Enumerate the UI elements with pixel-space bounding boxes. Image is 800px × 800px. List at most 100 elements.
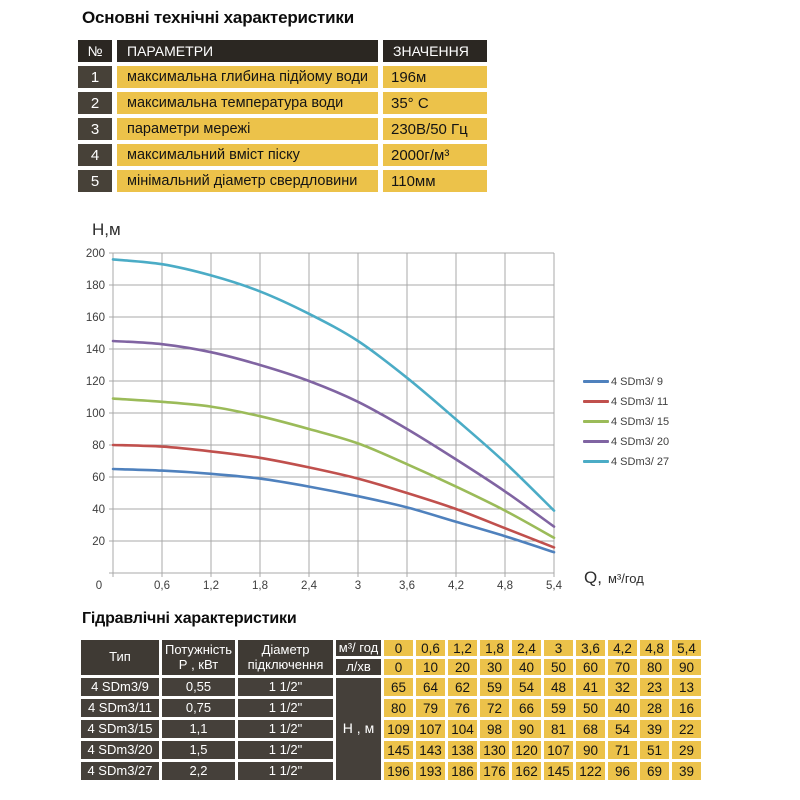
t2-head-value-tile: 79 [416,699,445,717]
t2-head-value-tile: 186 [448,762,477,780]
t2-head-value-tile: 90 [576,741,605,759]
legend-color-line [583,460,609,463]
t2-head-value-tile: 68 [576,720,605,738]
x-tick-label: 4,8 [497,580,513,592]
y-tick-label: 140 [86,344,105,356]
t2-head-value-tile: 69 [640,762,669,780]
t2-head-value-tile: 50 [576,699,605,717]
t2-pump-diameter: 1 1/2" [238,762,333,780]
param-value: 196м [383,66,487,88]
t2-head-value-tile: 41 [576,678,605,696]
t2-head-value-tile: 13 [672,678,701,696]
param-name: максимальна глибина підйому води [117,66,378,88]
t2-head-value-tile: 145 [384,741,413,759]
t2-lpm-tile: 30 [480,659,509,675]
t2-pump-type: 4 SDm3/15 [81,720,159,738]
t2-pump-power: 2,2 [162,762,235,780]
legend-item: 4 SDm3/ 15 [583,415,669,428]
row-number: 4 [78,144,112,166]
y-tick-label: 200 [86,248,105,260]
x-tick-label: 0 [96,580,102,592]
param-value: 2000г/м³ [383,144,487,166]
tech-specs-title: Основні технічні характеристики [82,8,354,27]
t2-head-value-tile: 66 [512,699,541,717]
param-name: максимальний вміст піску [117,144,378,166]
t2-header-power: Потужність Р , кВт [162,640,235,675]
legend-item: 4 SDm3/ 20 [583,435,669,448]
t2-head-value-tile: 64 [416,678,445,696]
t2-pump-power: 0,75 [162,699,235,717]
param-value: 230В/50 Гц [383,118,487,140]
t2-pump-diameter: 1 1/2" [238,741,333,759]
t2-header-flow-unit: м³/ год [336,640,381,656]
x-axis-quantity: Q, [584,568,602,587]
t2-flow-tile: 5,4 [672,640,701,656]
t2-head-value-tile: 62 [448,678,477,696]
x-axis-title: Q, м³/год [584,568,644,588]
t2-flow-tile: 0,6 [416,640,445,656]
legend-item: 4 SDm3/ 27 [583,455,669,468]
col-header-param: ПАРАМЕТРИ [117,40,378,62]
series-curve-3 [111,339,556,528]
x-tick-label: 1,8 [252,580,268,592]
t2-head-value-tile: 59 [544,699,573,717]
t2-lpm-tile: 40 [512,659,541,675]
t2-head-value-tile: 107 [416,720,445,738]
y-tick-label: 180 [86,280,105,292]
y-tick-label: 20 [92,536,105,548]
t2-head-value-tile: 29 [672,741,701,759]
param-name: параметри мережі [117,118,378,140]
legend-color-line [583,440,609,443]
t2-head-value-tile: 98 [480,720,509,738]
t2-lpm-tile: 50 [544,659,573,675]
t2-pump-diameter: 1 1/2" [238,699,333,717]
t2-head-value-tile: 54 [608,720,637,738]
legend-color-line [583,420,609,423]
legend-color-line [583,400,609,403]
param-value: 35° С [383,92,487,114]
t2-head-value-tile: 54 [512,678,541,696]
t2-head-value-tile: 39 [640,720,669,738]
legend-label: 4 SDm3/ 20 [611,435,670,448]
tech-specs-table: № ПАРАМЕТРИ ЗНАЧЕННЯ 1 максимальна глиби… [78,40,487,192]
t2-head-value-tile: 196 [384,762,413,780]
col-header-num: № [78,40,112,62]
legend-label: 4 SDm3/ 15 [611,415,670,428]
t2-lpm-tile: 90 [672,659,701,675]
param-value: 110мм [383,170,487,192]
row-number: 2 [78,92,112,114]
y-tick-label: 160 [86,312,105,324]
t2-head-value-tile: 143 [416,741,445,759]
y-tick-label: 60 [92,472,105,484]
t2-head-value-tile: 96 [608,762,637,780]
t2-lpm-tile: 60 [576,659,605,675]
hydraulics-table: Тип Потужність Р , кВт Діаметр підключення… [81,640,701,780]
t2-head-unit: Н , м [336,678,381,780]
x-tick-label: 0,6 [154,580,170,592]
t2-flow-tile: 4,2 [608,640,637,656]
y-tick-label: 120 [86,376,105,388]
t2-pump-type: 4 SDm3/20 [81,741,159,759]
series-curve-4 [111,258,556,512]
t2-head-value-tile: 23 [640,678,669,696]
t2-lpm-tile: 80 [640,659,669,675]
t2-header-diameter: Діаметр підключення [238,640,333,675]
y-tick-label: 100 [86,408,105,420]
hydraulics-title: Гідравлічні характеристики [82,610,297,627]
y-tick-label: 80 [92,440,105,452]
t2-head-value-tile: 107 [544,741,573,759]
t2-flow-tile: 1,2 [448,640,477,656]
t2-head-value-tile: 28 [640,699,669,717]
t2-head-value-tile: 138 [448,741,477,759]
t2-flow-tile: 3,6 [576,640,605,656]
legend-item: 4 SDm3/ 9 [583,375,669,388]
legend-item: 4 SDm3/ 11 [583,395,669,408]
x-tick-label: 2,4 [301,580,318,592]
t2-pump-diameter: 1 1/2" [238,720,333,738]
t2-head-value-tile: 59 [480,678,509,696]
t2-head-value-tile: 16 [672,699,701,717]
pump-curves-chart: Н,м 20 40 60 80 100 120 140 160 180 200 0 0,6 1,2 1,8… [0,215,800,607]
row-number: 1 [78,66,112,88]
t2-header-type: Тип [81,640,159,675]
t2-head-value-tile: 71 [608,741,637,759]
